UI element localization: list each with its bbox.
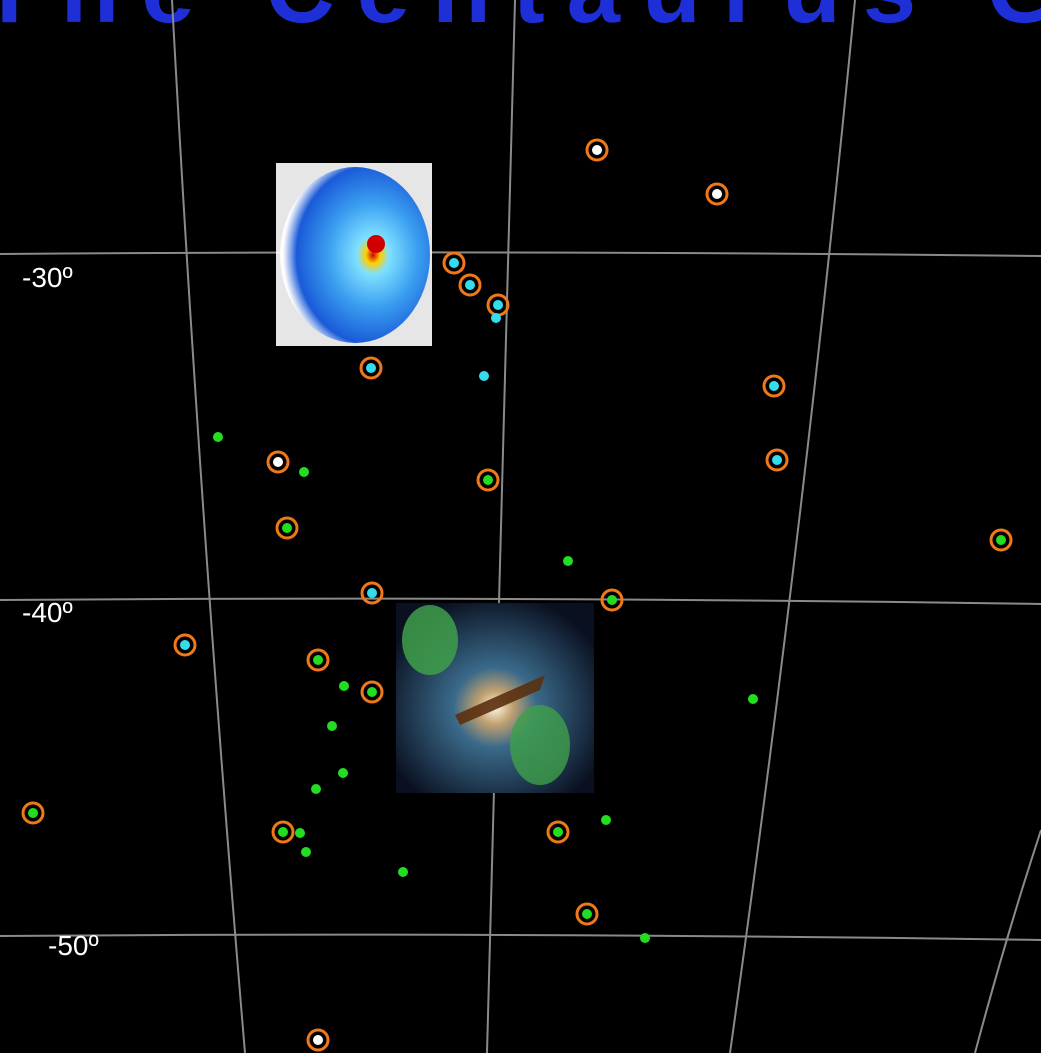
marker-ring <box>306 1028 330 1052</box>
galaxy-dot <box>338 768 348 778</box>
marker-ring <box>546 820 570 844</box>
marker-dot <box>449 258 459 268</box>
galaxy-dot <box>563 556 573 566</box>
marker-ring <box>600 588 624 612</box>
marker-dot <box>273 457 283 467</box>
galaxy-dot <box>398 867 408 877</box>
marker-ring <box>21 801 45 825</box>
marker-dot <box>278 827 288 837</box>
marker-dot <box>313 655 323 665</box>
marker-ring <box>266 450 290 474</box>
marker-ring <box>575 902 599 926</box>
galaxy-dot <box>311 784 321 794</box>
marker-ring <box>173 633 197 657</box>
marker-ring <box>705 182 729 206</box>
galaxy-dot <box>339 681 349 691</box>
marker-dot <box>769 381 779 391</box>
marker-ring <box>271 820 295 844</box>
marker-dot <box>493 300 503 310</box>
galaxy-dot <box>327 721 337 731</box>
dec-label: -30º <box>22 262 73 293</box>
marker-dot <box>483 475 493 485</box>
dec-label: -40º <box>22 597 73 628</box>
galaxy-dot <box>299 467 309 477</box>
marker-dot <box>180 640 190 650</box>
marker-ring <box>275 516 299 540</box>
marker-ring <box>360 680 384 704</box>
title: The Centaurus Group <box>0 0 1041 43</box>
marker-dot <box>553 827 563 837</box>
marker-ring <box>458 273 482 297</box>
galaxy-dot <box>479 371 489 381</box>
galaxy-dot <box>301 847 311 857</box>
dec-label: -50º <box>48 930 99 961</box>
marker-dot <box>28 808 38 818</box>
centaurus-a-image <box>396 603 594 793</box>
galaxy-dot <box>213 432 223 442</box>
marker-ring <box>585 138 609 162</box>
marker-dot <box>367 588 377 598</box>
marker-ring <box>762 374 786 398</box>
marker-dot <box>712 189 722 199</box>
marker-dot <box>592 145 602 155</box>
parallel-line <box>0 251 1041 257</box>
marker-dot <box>282 523 292 533</box>
marker-ring <box>476 468 500 492</box>
marker-dot <box>366 363 376 373</box>
galaxy-dot <box>491 313 501 323</box>
marker-dot <box>313 1035 323 1045</box>
marker-dot <box>465 280 475 290</box>
meridian-line <box>171 0 246 1053</box>
galaxy-dot <box>640 933 650 943</box>
parallel-line <box>0 933 1041 941</box>
marker-dot <box>367 687 377 697</box>
galaxy-dot <box>601 815 611 825</box>
marker-dot <box>582 909 592 919</box>
marker-ring <box>359 356 383 380</box>
marker-ring <box>765 448 789 472</box>
marker-ring <box>989 528 1013 552</box>
marker-dot <box>996 535 1006 545</box>
meridian-line <box>729 0 856 1053</box>
meridian-line <box>974 829 1041 1053</box>
marker-ring <box>360 581 384 605</box>
marker-ring <box>306 648 330 672</box>
spiral-galaxy-image <box>276 163 432 346</box>
galaxy-markers <box>21 138 1013 1052</box>
marker-dot <box>772 455 782 465</box>
marker-dot <box>607 595 617 605</box>
marker-ring <box>442 251 466 275</box>
galaxy-dot <box>295 828 305 838</box>
galaxy-dot <box>748 694 758 704</box>
meridian-line <box>486 0 516 1053</box>
parallel-line <box>0 597 1041 605</box>
